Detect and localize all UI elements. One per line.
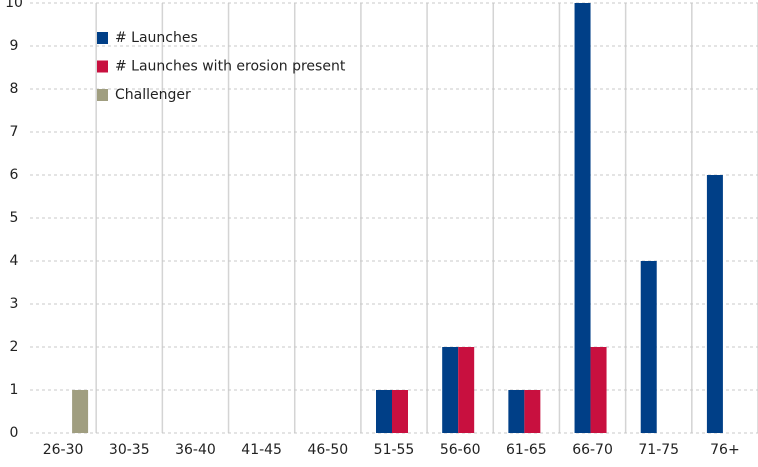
- bar: [442, 347, 459, 433]
- y-tick-label: 1: [10, 382, 19, 398]
- y-tick-label: 9: [10, 38, 19, 54]
- x-tick-label: 26-30: [43, 442, 84, 458]
- x-tick-label: 36-40: [175, 442, 216, 458]
- y-tick-label: 8: [10, 81, 19, 97]
- x-tick-label: 66-70: [572, 442, 613, 458]
- bar: [574, 3, 591, 433]
- y-tick-label: 3: [10, 296, 19, 312]
- x-tick-label: 71-75: [638, 442, 679, 458]
- x-tick-label: 61-65: [506, 442, 547, 458]
- x-tick-label: 51-55: [374, 442, 415, 458]
- legend-swatch: [97, 32, 108, 44]
- bar: [458, 347, 475, 433]
- x-tick-label: 56-60: [440, 442, 481, 458]
- y-tick-label: 2: [10, 339, 19, 355]
- y-tick-label: 10: [5, 0, 23, 11]
- bar: [392, 390, 408, 433]
- legend-label: # Launches: [115, 30, 198, 46]
- x-tick-label: 76+: [710, 442, 740, 458]
- x-tick-label: 30-35: [109, 442, 150, 458]
- x-tick-label: 41-45: [241, 442, 282, 458]
- legend-label: # Launches with erosion present: [115, 59, 346, 75]
- x-tick-label: 46-50: [307, 442, 348, 458]
- bar: [72, 390, 89, 433]
- bar: [524, 390, 541, 433]
- legend: # Launches # Launches with erosion presen…: [97, 30, 346, 103]
- bar: [590, 347, 607, 433]
- y-tick-label: 7: [10, 124, 19, 140]
- bar: [706, 175, 723, 433]
- y-tick-label: 5: [10, 210, 19, 226]
- legend-swatch: [97, 60, 108, 73]
- y-tick-label: 4: [10, 253, 19, 269]
- legend-swatch: [97, 89, 108, 101]
- bar: [640, 261, 657, 433]
- legend-label: Challenger: [115, 87, 191, 103]
- bar: [508, 390, 525, 433]
- y-tick-label: 0: [10, 425, 19, 441]
- y-tick-label: 6: [10, 167, 19, 183]
- bar: [376, 390, 392, 433]
